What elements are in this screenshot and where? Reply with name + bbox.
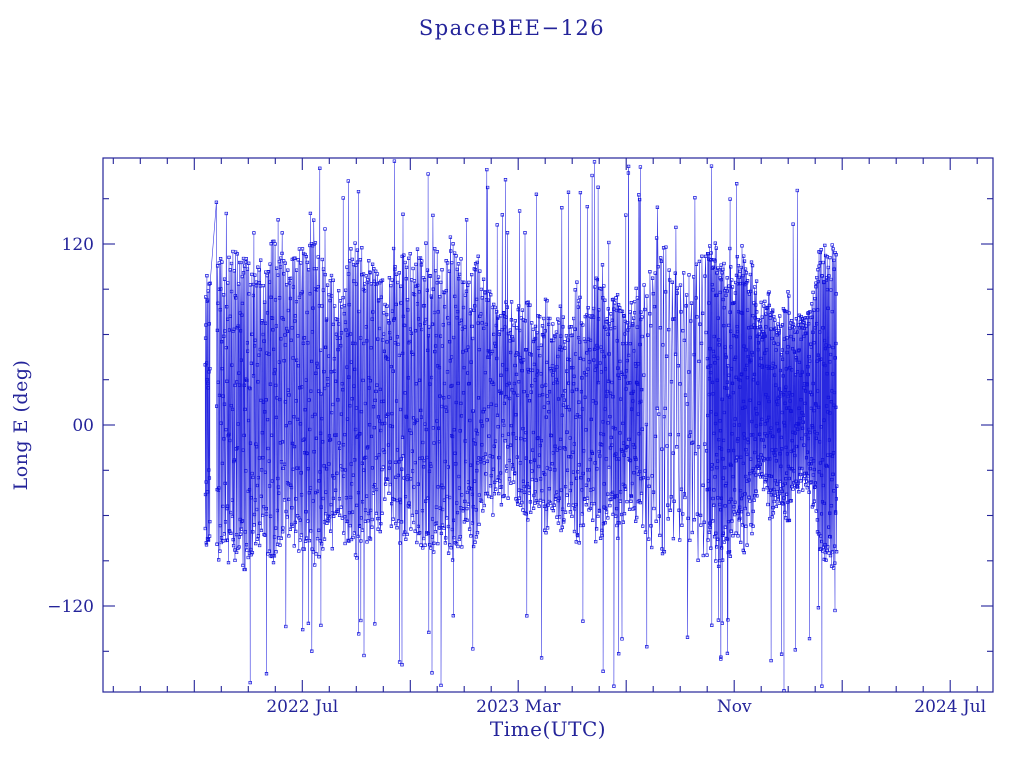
x-tick-label-2: Nov <box>717 697 752 717</box>
chart-title: SpaceBEE−126 <box>418 16 606 40</box>
y-tick-label-0: 120 <box>62 235 94 255</box>
x-tick-label-0: 2022 Jul <box>266 697 338 717</box>
y-tick-label-2: −120 <box>47 597 94 617</box>
axis-ticks <box>103 158 993 692</box>
x-tick-label-1: 2023 Mar <box>476 697 561 717</box>
data-line <box>204 161 837 691</box>
x-axis-title: Time(UTC) <box>489 717 607 741</box>
data-markers <box>203 159 839 692</box>
x-tick-label-3: 2024 Jul <box>914 697 986 717</box>
data-series-longitude <box>203 159 839 692</box>
y-tick-label-1: 00 <box>72 416 94 436</box>
